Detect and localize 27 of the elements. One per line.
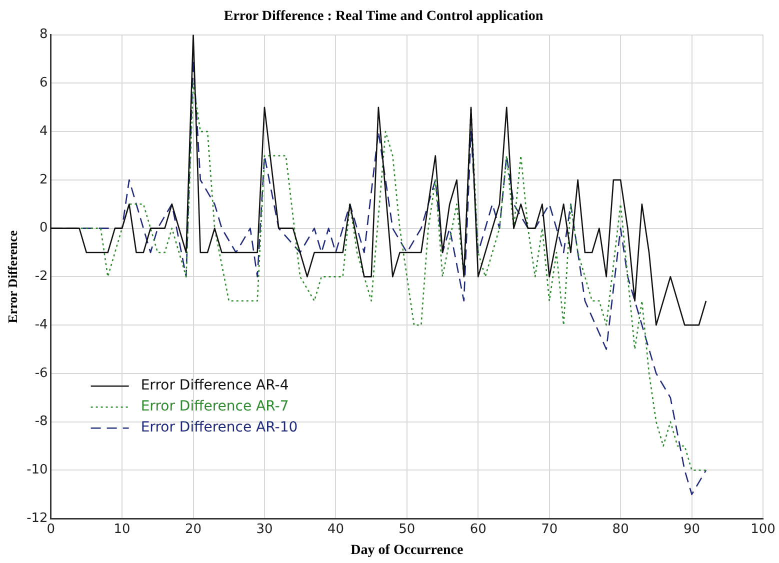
x-tick-label: 80 xyxy=(612,522,629,537)
y-tick-label: -10 xyxy=(26,462,48,478)
x-tick-label: 70 xyxy=(541,522,558,537)
y-tick-label: 0 xyxy=(40,220,48,236)
y-tick-label: -2 xyxy=(34,269,48,284)
legend-label: Error Difference AR-7 xyxy=(140,398,289,415)
y-tick-label: -4 xyxy=(34,317,48,332)
x-tick-label: 10 xyxy=(114,522,130,537)
y-tick-label: 6 xyxy=(40,76,48,91)
x-tick-label: 20 xyxy=(184,522,202,537)
y-tick-label: 2 xyxy=(40,172,48,188)
y-axis-title: Error Difference xyxy=(5,230,20,324)
legend-label: Error Difference AR-10 xyxy=(140,420,298,436)
x-tick-label: 60 xyxy=(470,522,486,537)
x-tick-label: 40 xyxy=(327,522,344,537)
x-tick-label: 100 xyxy=(750,522,776,537)
y-tick-label: -6 xyxy=(34,366,48,381)
x-tick-label: 90 xyxy=(684,522,700,537)
y-tick-label: -12 xyxy=(26,510,48,526)
x-axis-title: Day of Occurrence xyxy=(350,543,464,558)
legend-label: Error Difference AR-4 xyxy=(140,378,289,394)
x-tick-label: 30 xyxy=(256,522,273,537)
x-tick-label: 50 xyxy=(398,522,416,537)
y-tick-label: -8 xyxy=(34,414,48,430)
y-tick-label: 8 xyxy=(40,27,48,42)
chart-title: Error Difference : Real Time and Control application xyxy=(224,9,544,24)
y-tick-label: 4 xyxy=(40,124,48,139)
